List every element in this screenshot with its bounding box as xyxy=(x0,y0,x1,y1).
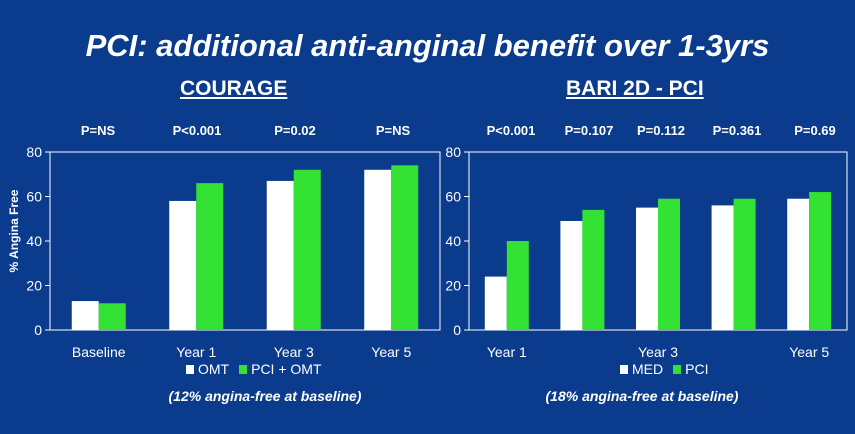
bar-white xyxy=(560,221,582,330)
bar-white xyxy=(169,201,196,330)
bar-green xyxy=(294,170,321,330)
x-tick-label: Year 1 xyxy=(487,344,527,360)
bar-white xyxy=(72,301,99,330)
y-tick-label: 40 xyxy=(445,233,461,249)
bar-green xyxy=(507,241,529,330)
bari-legend: MED PCI xyxy=(620,361,708,377)
bar-green xyxy=(734,199,756,330)
x-tick-label: Year 1 xyxy=(176,344,216,360)
pci-swatch xyxy=(673,365,681,374)
bar-green xyxy=(391,165,418,330)
legend-label: PCI + OMT xyxy=(251,361,321,377)
bar-white xyxy=(787,199,809,330)
bar-green xyxy=(582,210,604,330)
y-tick-label: 80 xyxy=(26,144,42,160)
legend-label: PCI xyxy=(685,361,708,377)
x-tick-label: Year 3 xyxy=(638,344,678,360)
pci-omt-swatch xyxy=(239,365,247,374)
y-tick-label: 0 xyxy=(34,322,42,338)
x-tick-label: Year 5 xyxy=(789,344,829,360)
bar-green xyxy=(99,303,126,330)
omt-swatch xyxy=(186,365,194,374)
x-tick-label: Year 3 xyxy=(274,344,314,360)
legend-label: OMT xyxy=(198,361,229,377)
y-tick-label: 60 xyxy=(26,189,42,205)
bar-green xyxy=(196,183,223,330)
bari-note: (18% angina-free at baseline) xyxy=(497,388,787,404)
bar-white xyxy=(636,208,658,330)
courage-legend: OMT PCI + OMT xyxy=(186,361,322,377)
y-tick-label: 0 xyxy=(453,322,461,338)
y-axis-label: % Angina Free xyxy=(7,189,21,272)
y-tick-label: 80 xyxy=(445,144,461,160)
legend-label: MED xyxy=(632,361,663,377)
y-tick-label: 60 xyxy=(445,189,461,205)
bar-white xyxy=(485,277,507,330)
y-tick-label: 40 xyxy=(26,233,42,249)
y-tick-label: 20 xyxy=(26,278,42,294)
y-tick-label: 20 xyxy=(445,278,461,294)
bar-white xyxy=(364,170,391,330)
x-tick-label: Baseline xyxy=(72,344,126,360)
bar-green xyxy=(809,192,831,330)
courage-note: (12% angina-free at baseline) xyxy=(120,388,410,404)
x-tick-label: Year 5 xyxy=(371,344,411,360)
bar-white xyxy=(267,181,294,330)
bar-white xyxy=(712,205,734,330)
med-swatch xyxy=(620,365,628,374)
bar-green xyxy=(658,199,680,330)
